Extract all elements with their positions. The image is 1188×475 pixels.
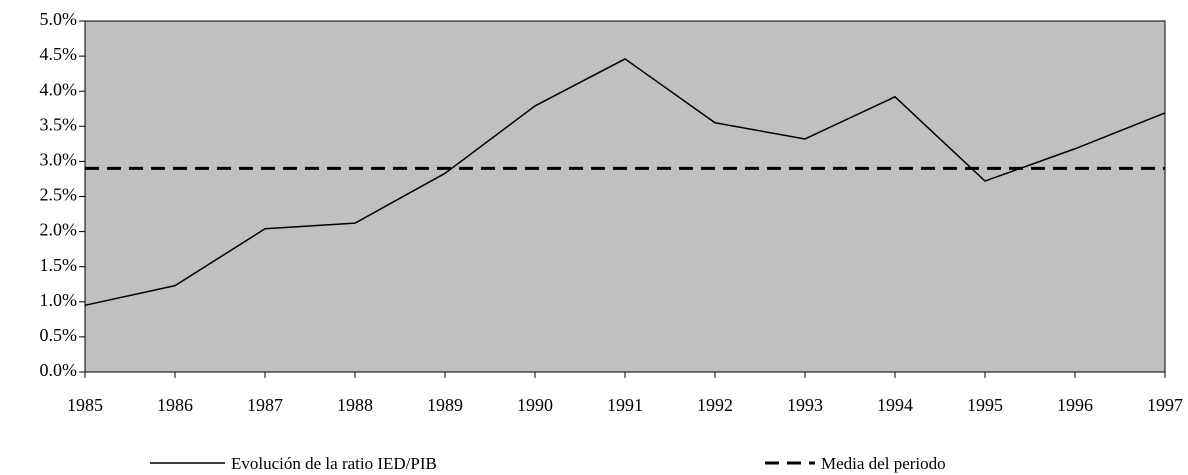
x-tick-label: 1992 [697,395,733,415]
x-tick-label: 1990 [517,395,553,415]
legend-label: Evolución de la ratio IED/PIB [231,454,437,473]
series-line [84,58,1166,307]
y-tick-label: 5.0% [40,9,78,29]
y-tick-label: 2.5% [40,185,78,205]
x-tick-label: 1994 [877,395,913,415]
x-tick-label: 1986 [157,395,193,415]
y-tick-label: 4.0% [40,79,78,99]
x-tick-label: 1985 [67,395,103,415]
y-tick-label: 0.5% [40,325,78,345]
y-tick-label: 2.0% [40,220,78,240]
x-tick-label: 1996 [1057,395,1093,415]
x-tick-label: 1997 [1147,395,1183,415]
plot-area [84,20,1166,373]
y-tick-label: 0.0% [40,360,78,380]
y-tick-label: 1.0% [40,290,78,310]
y-tick-label: 4.5% [40,44,78,64]
y-tick-label: 1.5% [40,255,78,275]
y-tick-label: 3.0% [40,150,78,170]
x-tick-label: 1993 [787,395,823,415]
x-tick-label: 1995 [967,395,1003,415]
x-tick-label: 1991 [607,395,643,415]
x-tick-label: 1987 [247,395,283,415]
legend-label: Media del periodo [821,454,946,473]
x-tick-label: 1989 [427,395,463,415]
y-tick-label: 3.5% [40,114,78,134]
x-tick-label: 1988 [337,395,373,415]
